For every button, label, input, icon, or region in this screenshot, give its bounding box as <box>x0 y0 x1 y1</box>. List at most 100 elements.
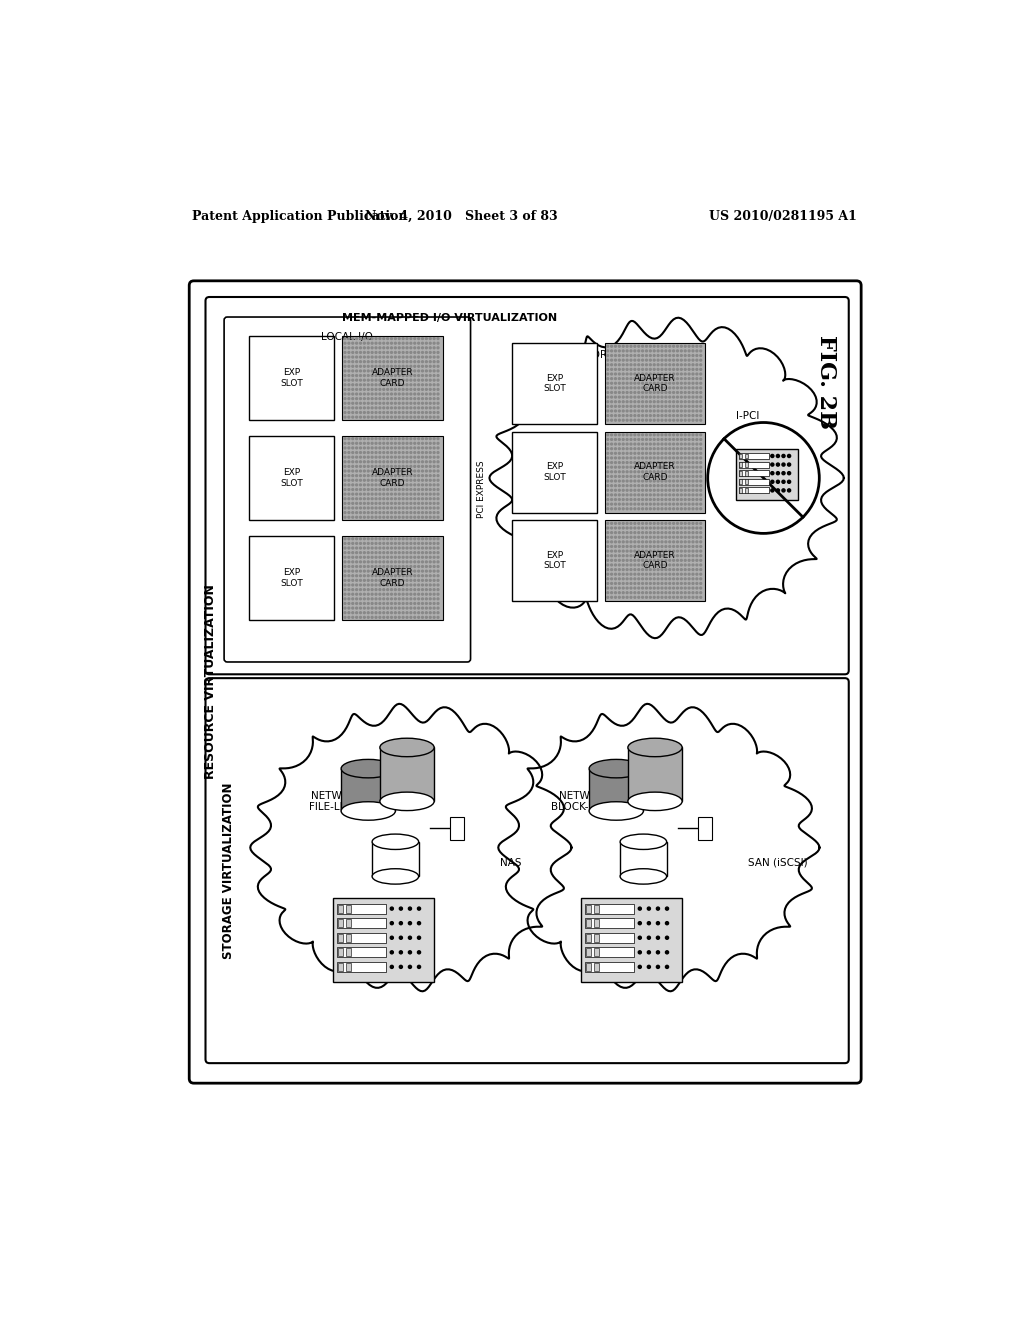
Circle shape <box>653 392 655 393</box>
Circle shape <box>669 414 671 417</box>
Circle shape <box>410 388 412 391</box>
Circle shape <box>359 556 361 558</box>
Circle shape <box>379 388 381 391</box>
Circle shape <box>665 401 667 403</box>
Circle shape <box>673 597 675 598</box>
Circle shape <box>364 537 366 540</box>
Text: ADAPTER
CARD: ADAPTER CARD <box>634 462 676 482</box>
Circle shape <box>379 412 381 413</box>
Circle shape <box>662 359 663 362</box>
Circle shape <box>692 573 694 576</box>
Circle shape <box>437 565 439 568</box>
Circle shape <box>626 550 628 552</box>
Circle shape <box>626 420 628 421</box>
Circle shape <box>776 471 779 475</box>
Circle shape <box>375 583 377 586</box>
Circle shape <box>684 545 686 548</box>
Circle shape <box>665 434 667 436</box>
Circle shape <box>657 392 659 393</box>
Circle shape <box>390 552 392 553</box>
Circle shape <box>638 564 640 566</box>
Circle shape <box>696 453 697 454</box>
Circle shape <box>348 384 350 385</box>
Circle shape <box>368 347 370 348</box>
Circle shape <box>355 403 357 404</box>
Circle shape <box>364 342 366 345</box>
Circle shape <box>649 374 651 375</box>
Circle shape <box>390 403 392 404</box>
Circle shape <box>371 579 373 581</box>
Circle shape <box>387 407 388 409</box>
Circle shape <box>398 447 400 449</box>
Circle shape <box>699 368 701 371</box>
Circle shape <box>610 532 612 533</box>
Circle shape <box>422 546 424 549</box>
Circle shape <box>418 593 420 595</box>
Circle shape <box>383 384 385 385</box>
Circle shape <box>618 545 621 548</box>
Circle shape <box>414 407 416 409</box>
Circle shape <box>688 457 690 459</box>
Circle shape <box>696 508 697 510</box>
Circle shape <box>642 383 643 384</box>
Circle shape <box>375 447 377 449</box>
Circle shape <box>344 397 346 400</box>
Circle shape <box>390 965 393 969</box>
Bar <box>587 933 591 941</box>
Circle shape <box>642 527 643 529</box>
Circle shape <box>626 503 628 506</box>
Circle shape <box>410 512 412 513</box>
Circle shape <box>630 541 632 543</box>
Circle shape <box>418 393 420 395</box>
Circle shape <box>645 396 647 399</box>
Bar <box>337 962 386 972</box>
Circle shape <box>614 480 616 482</box>
Circle shape <box>684 364 686 366</box>
Circle shape <box>662 346 663 347</box>
Circle shape <box>390 488 392 491</box>
Circle shape <box>348 543 350 544</box>
Circle shape <box>665 503 667 506</box>
Circle shape <box>607 582 608 585</box>
Circle shape <box>371 503 373 504</box>
Circle shape <box>787 480 791 483</box>
Circle shape <box>638 582 640 585</box>
Circle shape <box>352 370 353 372</box>
Circle shape <box>684 527 686 529</box>
Circle shape <box>657 355 659 356</box>
Text: MEM-MAPPED I/O VIRTUALIZATION: MEM-MAPPED I/O VIRTUALIZATION <box>342 313 557 323</box>
Circle shape <box>692 554 694 557</box>
Circle shape <box>355 498 357 500</box>
Circle shape <box>437 494 439 495</box>
Circle shape <box>437 360 439 363</box>
Circle shape <box>422 470 424 473</box>
Bar <box>587 919 591 927</box>
Circle shape <box>680 508 682 510</box>
Circle shape <box>359 583 361 586</box>
Circle shape <box>649 346 651 347</box>
Circle shape <box>352 366 353 367</box>
Circle shape <box>634 387 636 389</box>
Circle shape <box>410 370 412 372</box>
Circle shape <box>414 461 416 463</box>
Circle shape <box>437 403 439 404</box>
Circle shape <box>657 368 659 371</box>
Circle shape <box>348 556 350 558</box>
Circle shape <box>614 438 616 441</box>
Circle shape <box>692 503 694 506</box>
Circle shape <box>410 379 412 381</box>
Circle shape <box>371 360 373 363</box>
Circle shape <box>665 392 667 393</box>
Circle shape <box>673 508 675 510</box>
Circle shape <box>425 412 427 413</box>
Circle shape <box>662 564 663 566</box>
Circle shape <box>688 392 690 393</box>
Circle shape <box>673 392 675 393</box>
Circle shape <box>634 405 636 408</box>
Circle shape <box>422 388 424 391</box>
Circle shape <box>383 561 385 562</box>
Circle shape <box>368 461 370 463</box>
Circle shape <box>699 475 701 478</box>
Circle shape <box>402 442 404 445</box>
Circle shape <box>375 438 377 440</box>
